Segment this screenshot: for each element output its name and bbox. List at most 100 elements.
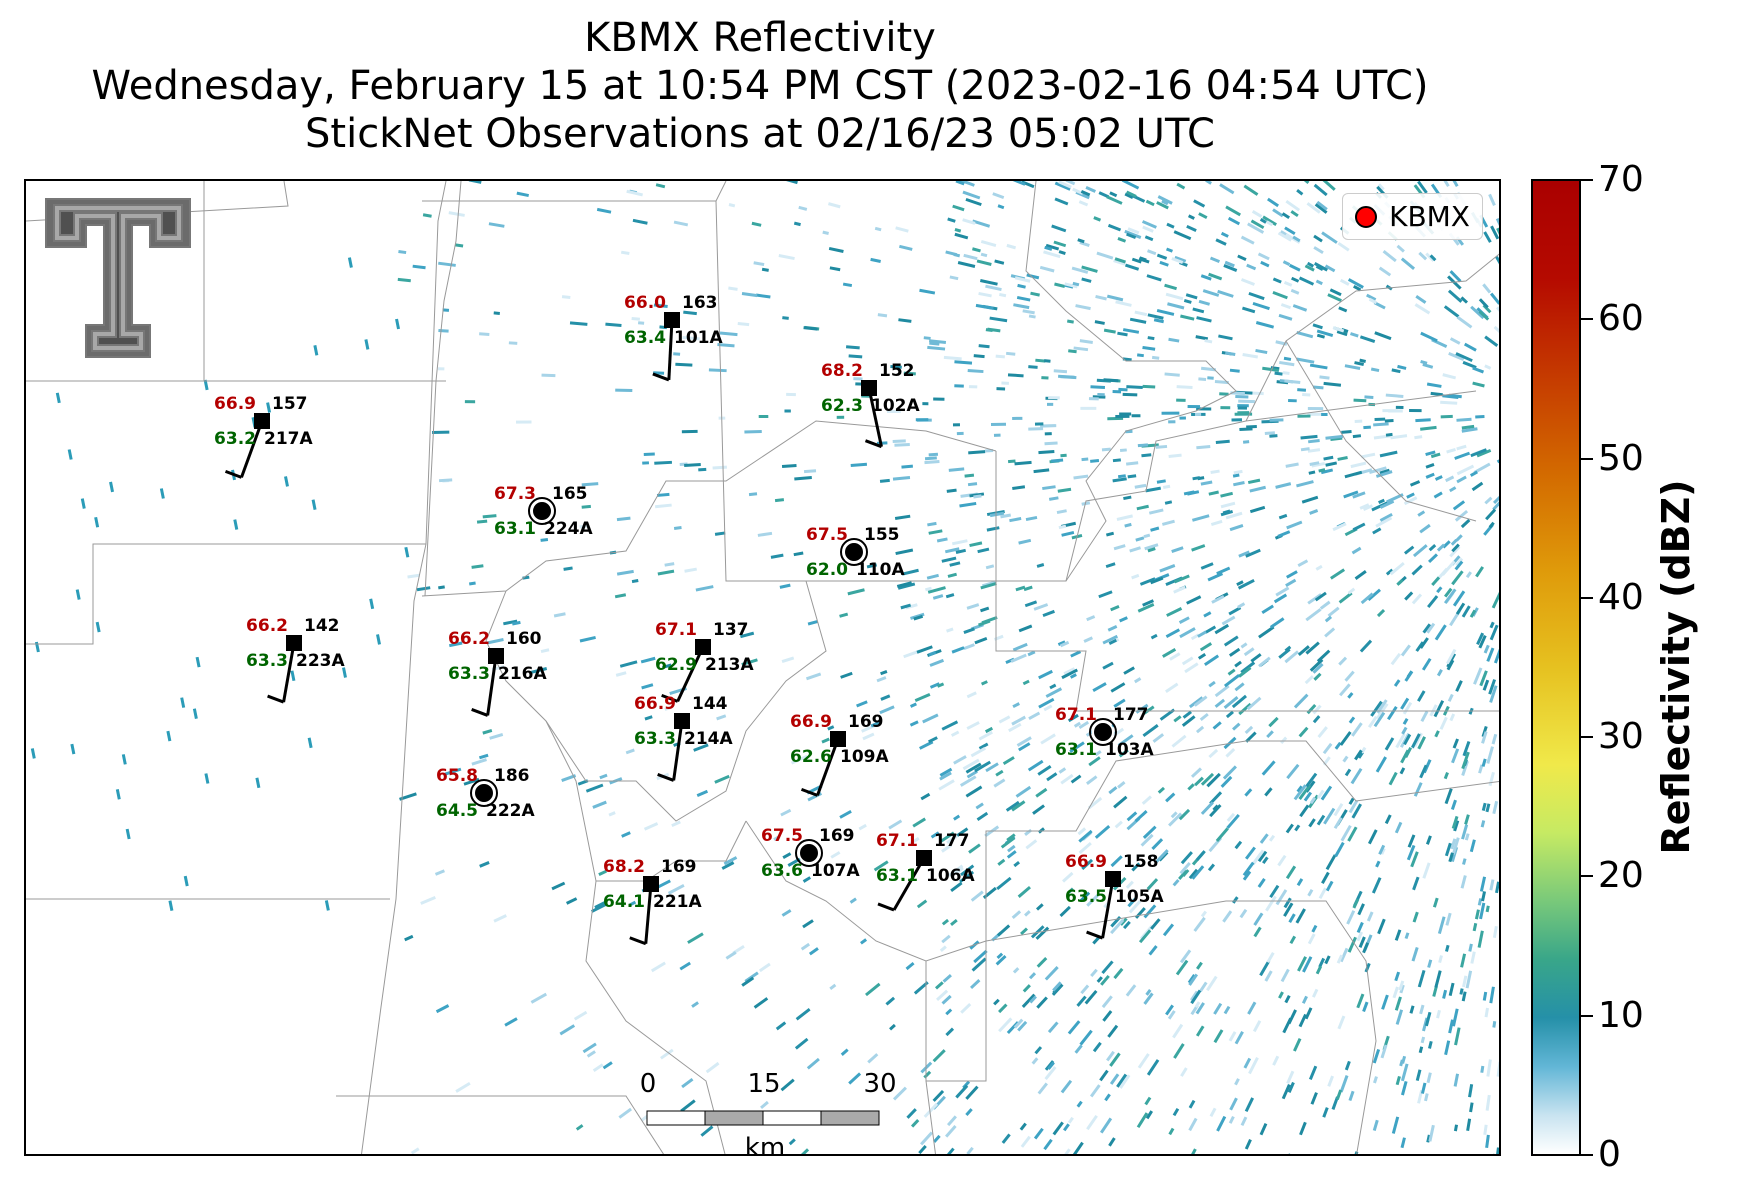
station-216A[interactable]: 66.2 160 63.3 216A (448, 629, 547, 717)
station-dewpoint: 63.3 (246, 651, 288, 671)
station-temperature: 67.3 (494, 484, 536, 504)
station-103A[interactable]: 67.1 177 63.1 103A (1055, 705, 1154, 760)
station-temperature: 66.9 (1065, 852, 1107, 872)
wind-barb-shaft (486, 655, 498, 716)
station-id: 223A (296, 651, 345, 671)
station-pressure: 163 (682, 293, 718, 313)
wind-barb-shaft (676, 646, 705, 703)
station-square-marker (488, 648, 504, 664)
scale-tick-15: 15 (747, 1069, 781, 1099)
wind-barb-flag (877, 902, 895, 912)
station-213A[interactable]: 67.1 137 62.9 213A (655, 620, 754, 703)
station-square-marker (286, 635, 302, 651)
station-temperature: 65.8 (436, 766, 478, 786)
wind-barb-shaft (867, 387, 883, 448)
station-calm-marker (1092, 721, 1114, 743)
station-id: 224A (544, 519, 593, 539)
station-221A[interactable]: 68.2 169 64.1 221A (603, 857, 702, 946)
station-dewpoint: 63.4 (624, 328, 666, 348)
station-calm-ring (528, 497, 556, 525)
station-dewpoint: 64.5 (436, 801, 478, 821)
station-temperature: 68.2 (603, 857, 645, 877)
station-pressure: 160 (506, 629, 542, 649)
station-temperature: 66.2 (448, 629, 490, 649)
colorbar (1531, 179, 1581, 1156)
colorbar-tick-label: 0 (1598, 1134, 1621, 1175)
colorbar-tick-mark (1581, 457, 1593, 460)
station-223A[interactable]: 66.2 142 63.3 223A (246, 616, 345, 704)
station-calm-ring (470, 779, 498, 807)
station-214A[interactable]: 66.9 144 63.3 214A (634, 694, 733, 782)
colorbar-tick-label: 50 (1598, 437, 1644, 479)
station-calm-marker (843, 541, 865, 563)
colorbar-tick-mark (1581, 1014, 1593, 1017)
station-id: 107A (811, 861, 860, 881)
station-dewpoint: 64.1 (603, 892, 645, 912)
station-110A[interactable]: 67.5 155 62.0 110A (806, 525, 905, 580)
station-id: 213A (705, 655, 754, 675)
wind-barb-flag (652, 372, 670, 382)
legend-label: KBMX (1389, 200, 1470, 233)
station-pressure: 158 (1123, 852, 1159, 872)
station-101A[interactable]: 66.0 163 63.4 101A (624, 293, 723, 382)
station-pressure: 169 (819, 826, 855, 846)
station-square-marker (643, 876, 659, 892)
colorbar-tick-mark (1581, 736, 1593, 739)
colorbar-tick-label: 60 (1598, 298, 1644, 340)
texas-tech-logo (45, 198, 191, 358)
wind-barb-flag (800, 787, 819, 797)
station-id: 101A (674, 328, 723, 348)
reflectivity-echoes (30, 181, 1499, 1154)
station-dewpoint: 63.2 (214, 429, 256, 449)
wind-barb-shaft (240, 420, 264, 478)
scale-tick-30: 30 (863, 1069, 897, 1099)
station-pressure: 144 (692, 694, 728, 714)
colorbar-tick-label: 70 (1598, 159, 1644, 200)
wind-barb-shaft (816, 738, 840, 796)
wind-barb-flag (657, 773, 675, 782)
station-217A[interactable]: 66.9 157 63.2 217A (214, 394, 313, 479)
scale-tick-0: 0 (639, 1069, 657, 1099)
station-id: 216A (498, 664, 547, 684)
station-dewpoint: 63.3 (448, 664, 490, 684)
title-line-1: KBMX Reflectivity (584, 15, 936, 61)
station-dewpoint: 63.3 (634, 729, 676, 749)
station-id: 105A (1115, 887, 1164, 907)
colorbar-tick-label: 20 (1598, 855, 1644, 897)
station-pressure: 155 (864, 525, 900, 545)
station-109A[interactable]: 66.9 169 62.6 109A (790, 712, 889, 797)
station-id: 103A (1105, 740, 1154, 760)
station-pressure: 157 (272, 394, 308, 414)
scale-bar (646, 1110, 880, 1126)
title-line-2: Wednesday, February 15 at 10:54 PM CST (… (91, 63, 1429, 109)
station-id: 221A (653, 892, 702, 912)
station-calm-ring (1089, 718, 1117, 746)
station-square-marker (674, 713, 690, 729)
station-pressure: 165 (552, 484, 588, 504)
station-id: 217A (264, 429, 313, 449)
station-temperature: 67.1 (876, 831, 918, 851)
station-dewpoint: 62.0 (806, 560, 848, 580)
station-square-marker (861, 380, 877, 396)
colorbar-tick-label: 40 (1598, 576, 1644, 618)
station-square-marker (254, 413, 270, 429)
station-temperature: 66.2 (246, 616, 288, 636)
radar-map[interactable]: 66.0 163 63.4 101A 66.9 157 63.2 217A 68.2 152 62.… (24, 179, 1501, 1156)
station-dewpoint: 63.1 (494, 519, 536, 539)
wind-barb-flag (471, 708, 489, 717)
wind-barb-flag (1086, 930, 1104, 940)
sticknet-stations: 66.0 163 63.4 101A 66.9 157 63.2 217A 68.2 152 62.… (214, 293, 1164, 946)
wind-barb-flag (267, 694, 285, 704)
station-107A[interactable]: 67.5 169 63.6 107A (761, 826, 860, 881)
station-102A[interactable]: 68.2 152 62.3 102A (821, 361, 920, 449)
wind-barb-flag (864, 439, 883, 449)
station-pressure: 169 (848, 712, 884, 732)
colorbar-tick-mark (1581, 1154, 1593, 1156)
station-222A[interactable]: 65.8 186 64.5 222A (436, 766, 535, 821)
station-temperature: 67.1 (655, 620, 697, 640)
colorbar-tick-mark (1581, 875, 1593, 878)
station-105A[interactable]: 66.9 158 63.5 105A (1065, 852, 1164, 940)
station-106A[interactable]: 67.1 177 63.1 106A (876, 831, 975, 912)
station-224A[interactable]: 67.3 165 63.1 224A (494, 484, 593, 539)
station-square-marker (1105, 871, 1121, 887)
